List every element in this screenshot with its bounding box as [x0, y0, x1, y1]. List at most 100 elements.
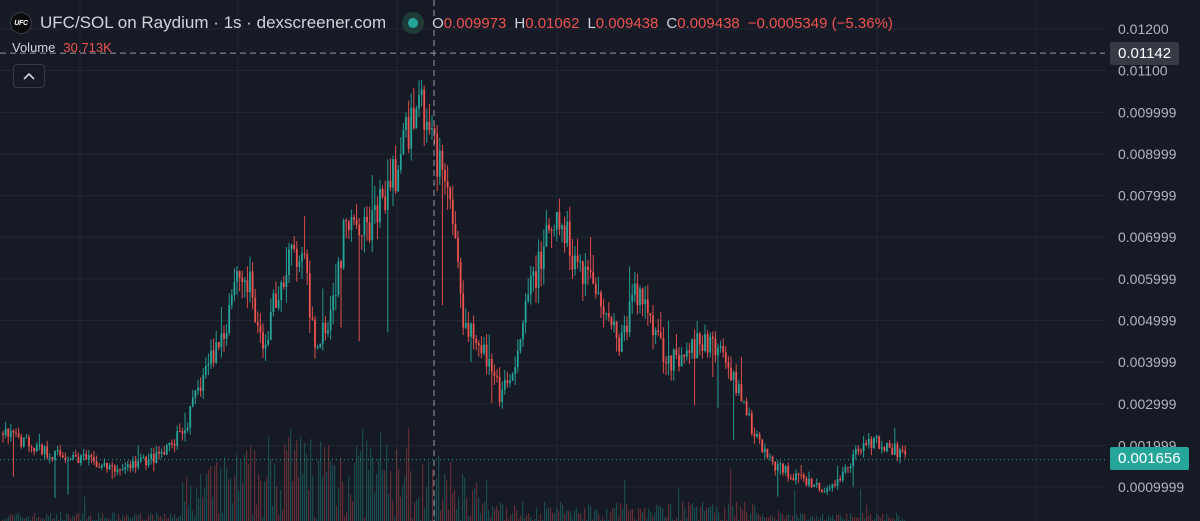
- candle-body: [371, 210, 374, 241]
- ohlc-open: O0.009973: [432, 14, 507, 32]
- volume-bar: [76, 513, 78, 521]
- ohlc-close: C0.009438: [666, 14, 740, 32]
- volume-bar: [372, 457, 374, 521]
- candle-body: [334, 294, 337, 296]
- candle-body: [493, 371, 496, 376]
- volume-bar: [744, 501, 746, 521]
- volume-bar: [856, 517, 858, 521]
- volume-bar: [584, 507, 586, 521]
- volume-bar: [772, 517, 774, 521]
- collapse-legend-button[interactable]: [13, 64, 45, 88]
- volume-bar: [130, 518, 132, 521]
- candle-body: [761, 439, 764, 453]
- candle-body: [896, 443, 899, 458]
- candle-body: [256, 322, 259, 326]
- volume-bar: [646, 518, 648, 521]
- volume-bar: [408, 428, 410, 521]
- volume-bar: [318, 459, 320, 521]
- candle-body: [72, 454, 75, 459]
- volume-bar: [728, 503, 730, 521]
- volume-bar: [550, 507, 552, 521]
- candle-body: [360, 235, 363, 237]
- candle-body: [805, 478, 808, 486]
- volume-bar: [666, 516, 668, 521]
- volume-bar: [352, 501, 354, 521]
- volume-bar: [572, 519, 574, 521]
- volume-bar: [406, 448, 408, 521]
- volume-bar: [276, 486, 278, 521]
- volume-bar: [468, 516, 470, 521]
- candle-body: [394, 159, 397, 192]
- candle-body: [607, 313, 610, 318]
- volume-bar: [224, 457, 226, 521]
- volume-bar: [514, 504, 516, 521]
- volume-bar: [330, 460, 332, 521]
- volume-bar: [196, 488, 198, 521]
- candle-body: [116, 469, 119, 472]
- candle-body: [199, 387, 202, 391]
- candle-body: [722, 346, 725, 353]
- volume-bar: [890, 518, 892, 521]
- candle-body: [636, 283, 639, 306]
- volume-bar: [644, 508, 646, 521]
- candle-body: [862, 443, 865, 452]
- volume-bar: [868, 516, 870, 521]
- candle-body: [836, 479, 839, 486]
- volume-bar: [164, 513, 166, 521]
- volume-bar: [456, 509, 458, 521]
- candle-body: [82, 454, 85, 456]
- candle-body: [410, 107, 413, 149]
- candle-body: [901, 449, 904, 451]
- token-logo: UFC: [10, 12, 32, 34]
- volume-bar: [602, 517, 604, 521]
- volume-bar: [380, 432, 382, 521]
- volume-bar: [38, 516, 40, 521]
- candle-body: [810, 478, 813, 487]
- volume-bar: [336, 505, 338, 521]
- volume-bar: [538, 519, 540, 521]
- volume-bar: [802, 514, 804, 521]
- volume-bar: [780, 513, 782, 521]
- candle-body: [272, 293, 275, 313]
- y-tick-label: 0.005999: [1118, 271, 1177, 287]
- volume-bar: [294, 449, 296, 521]
- volume-bar: [260, 480, 262, 521]
- volume-bar: [882, 513, 884, 521]
- candle-body: [103, 462, 106, 466]
- volume-bar: [102, 513, 104, 521]
- candle-body: [267, 339, 270, 345]
- volume-bar: [760, 516, 762, 521]
- volume-bar: [252, 514, 254, 521]
- volume-bar: [672, 519, 674, 521]
- volume-bar: [316, 518, 318, 521]
- candle-body: [714, 338, 717, 356]
- volume-bar: [778, 510, 780, 521]
- volume-bar: [826, 519, 828, 521]
- candle-body: [160, 452, 163, 454]
- candle-body: [329, 310, 332, 331]
- candle-body: [64, 457, 67, 460]
- volume-bar: [44, 519, 46, 521]
- volume-bar: [438, 455, 440, 521]
- volume-bar: [440, 510, 442, 521]
- volume-bar: [836, 515, 838, 521]
- candle-body: [197, 387, 199, 391]
- candle-body: [438, 150, 441, 177]
- candle-body: [688, 350, 691, 353]
- candle-body: [441, 150, 444, 170]
- candle-body: [147, 459, 150, 466]
- volume-bar: [42, 518, 44, 521]
- candle-body: [665, 362, 667, 364]
- volume-bar: [888, 517, 890, 521]
- candle-body: [857, 449, 860, 452]
- candle-body: [615, 321, 618, 338]
- candle-body: [597, 292, 600, 294]
- volume-bar: [228, 479, 230, 521]
- candle-body: [756, 434, 758, 437]
- volume-bar: [590, 506, 592, 521]
- candle-body: [303, 253, 306, 255]
- candle-body: [243, 280, 246, 283]
- candle-body: [259, 325, 262, 333]
